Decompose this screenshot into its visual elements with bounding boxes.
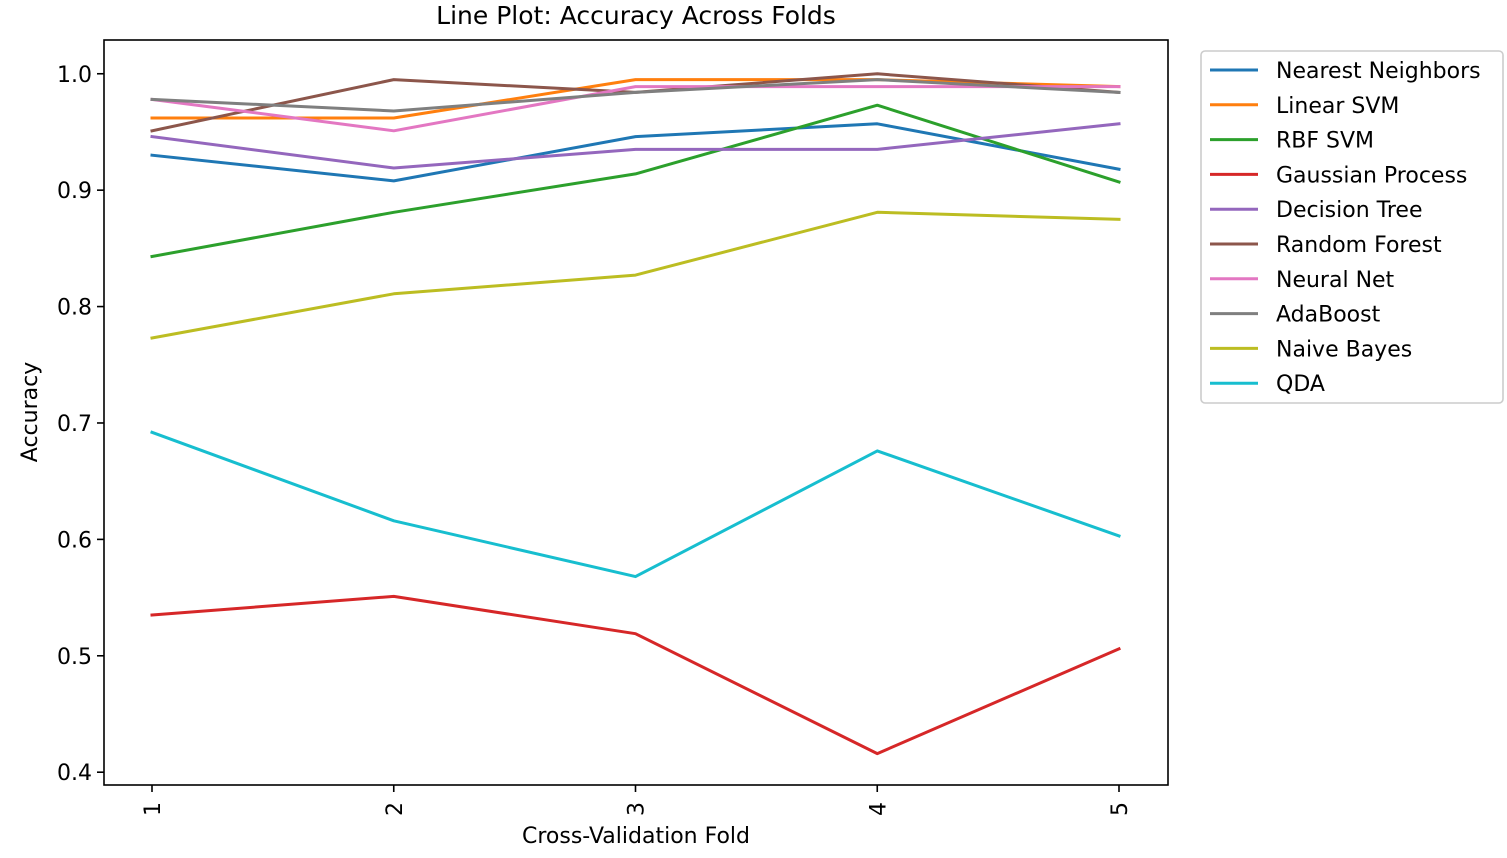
plot-area bbox=[150, 72, 1121, 756]
y-axis: 0.4 0.5 0.6 0.7 0.8 0.9 1.0 bbox=[57, 63, 104, 786]
y-tick-label: 0.6 bbox=[57, 528, 92, 553]
legend-label: Linear SVM bbox=[1276, 94, 1399, 119]
series-line-6 bbox=[150, 85, 1121, 133]
series-line-2 bbox=[150, 103, 1121, 259]
legend-label: Naive Bayes bbox=[1276, 337, 1412, 362]
series-line-0 bbox=[150, 122, 1121, 183]
y-axis-label: Accuracy bbox=[18, 362, 43, 462]
x-axis-label: Cross-Validation Fold bbox=[522, 824, 750, 849]
x-axis: 1 2 3 4 5 bbox=[141, 785, 1133, 816]
legend-label: Random Forest bbox=[1276, 233, 1442, 258]
y-tick-label: 0.8 bbox=[57, 296, 92, 321]
legend: Nearest Neighbors Linear SVM RBF SVM Gaussi… bbox=[1200, 50, 1504, 404]
x-tick-label: 1 bbox=[141, 802, 166, 816]
legend-label: RBF SVM bbox=[1276, 129, 1374, 154]
y-tick-label: 0.5 bbox=[57, 645, 92, 670]
series-line-5 bbox=[150, 72, 1121, 133]
legend-label: QDA bbox=[1276, 372, 1325, 397]
y-tick-label: 0.4 bbox=[57, 761, 92, 786]
legend-frame bbox=[1200, 50, 1504, 404]
series-line-4 bbox=[150, 122, 1121, 170]
series-line-9 bbox=[150, 430, 1121, 579]
legend-label: Nearest Neighbors bbox=[1276, 59, 1481, 84]
chart-title: Line Plot: Accuracy Across Folds bbox=[436, 1, 836, 30]
y-tick-label: 1.0 bbox=[57, 63, 92, 88]
x-tick-label: 3 bbox=[625, 802, 650, 816]
legend-label: Decision Tree bbox=[1276, 198, 1423, 223]
series-line-3 bbox=[150, 594, 1121, 756]
x-tick-label: 5 bbox=[1108, 802, 1133, 816]
legend-label: Gaussian Process bbox=[1276, 163, 1467, 188]
x-tick-label: 4 bbox=[866, 802, 891, 816]
legend-label: AdaBoost bbox=[1276, 303, 1381, 328]
legend-label: Neural Net bbox=[1276, 268, 1395, 293]
series-line-7 bbox=[150, 78, 1121, 113]
y-tick-label: 0.9 bbox=[57, 179, 92, 204]
series-line-8 bbox=[150, 210, 1121, 340]
series-line-1 bbox=[150, 78, 1121, 120]
x-tick-label: 2 bbox=[383, 802, 408, 816]
y-tick-label: 0.7 bbox=[57, 412, 92, 437]
